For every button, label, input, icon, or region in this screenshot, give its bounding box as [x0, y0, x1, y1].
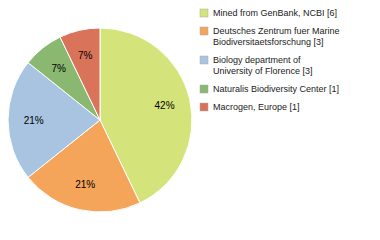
legend-label: Deutsches Zentrum fuer MarineBiodiversit…	[213, 26, 340, 47]
legend-label: Biology department ofUniversity of Flore…	[213, 55, 313, 76]
data-label: 21%	[75, 179, 95, 190]
data-label: 7%	[78, 50, 93, 61]
legend-swatch	[200, 9, 208, 17]
pie-slice	[60, 28, 100, 120]
data-label: 42%	[155, 100, 175, 111]
chart: 42% 21% 21% 7% 7% Mined from GenBank, NCBI [6…	[0, 0, 380, 240]
legend-label: Naturalis Biodiversity Center [1]	[213, 84, 339, 94]
data-label: 21%	[24, 115, 44, 126]
legend-label: Mined from GenBank, NCBI [6]	[213, 8, 337, 18]
data-label: 7%	[51, 63, 66, 74]
data-labels: 42% 21% 21% 7% 7%	[24, 50, 175, 190]
legend-swatch	[200, 56, 208, 64]
legend-swatch	[200, 85, 208, 93]
legend-label: Macrogen, Europe [1]	[213, 102, 300, 112]
pie	[8, 28, 192, 212]
legend-swatch	[200, 103, 208, 111]
legend: Mined from GenBank, NCBI [6] Deutsches Ze…	[200, 8, 340, 112]
legend-swatch	[200, 27, 208, 35]
